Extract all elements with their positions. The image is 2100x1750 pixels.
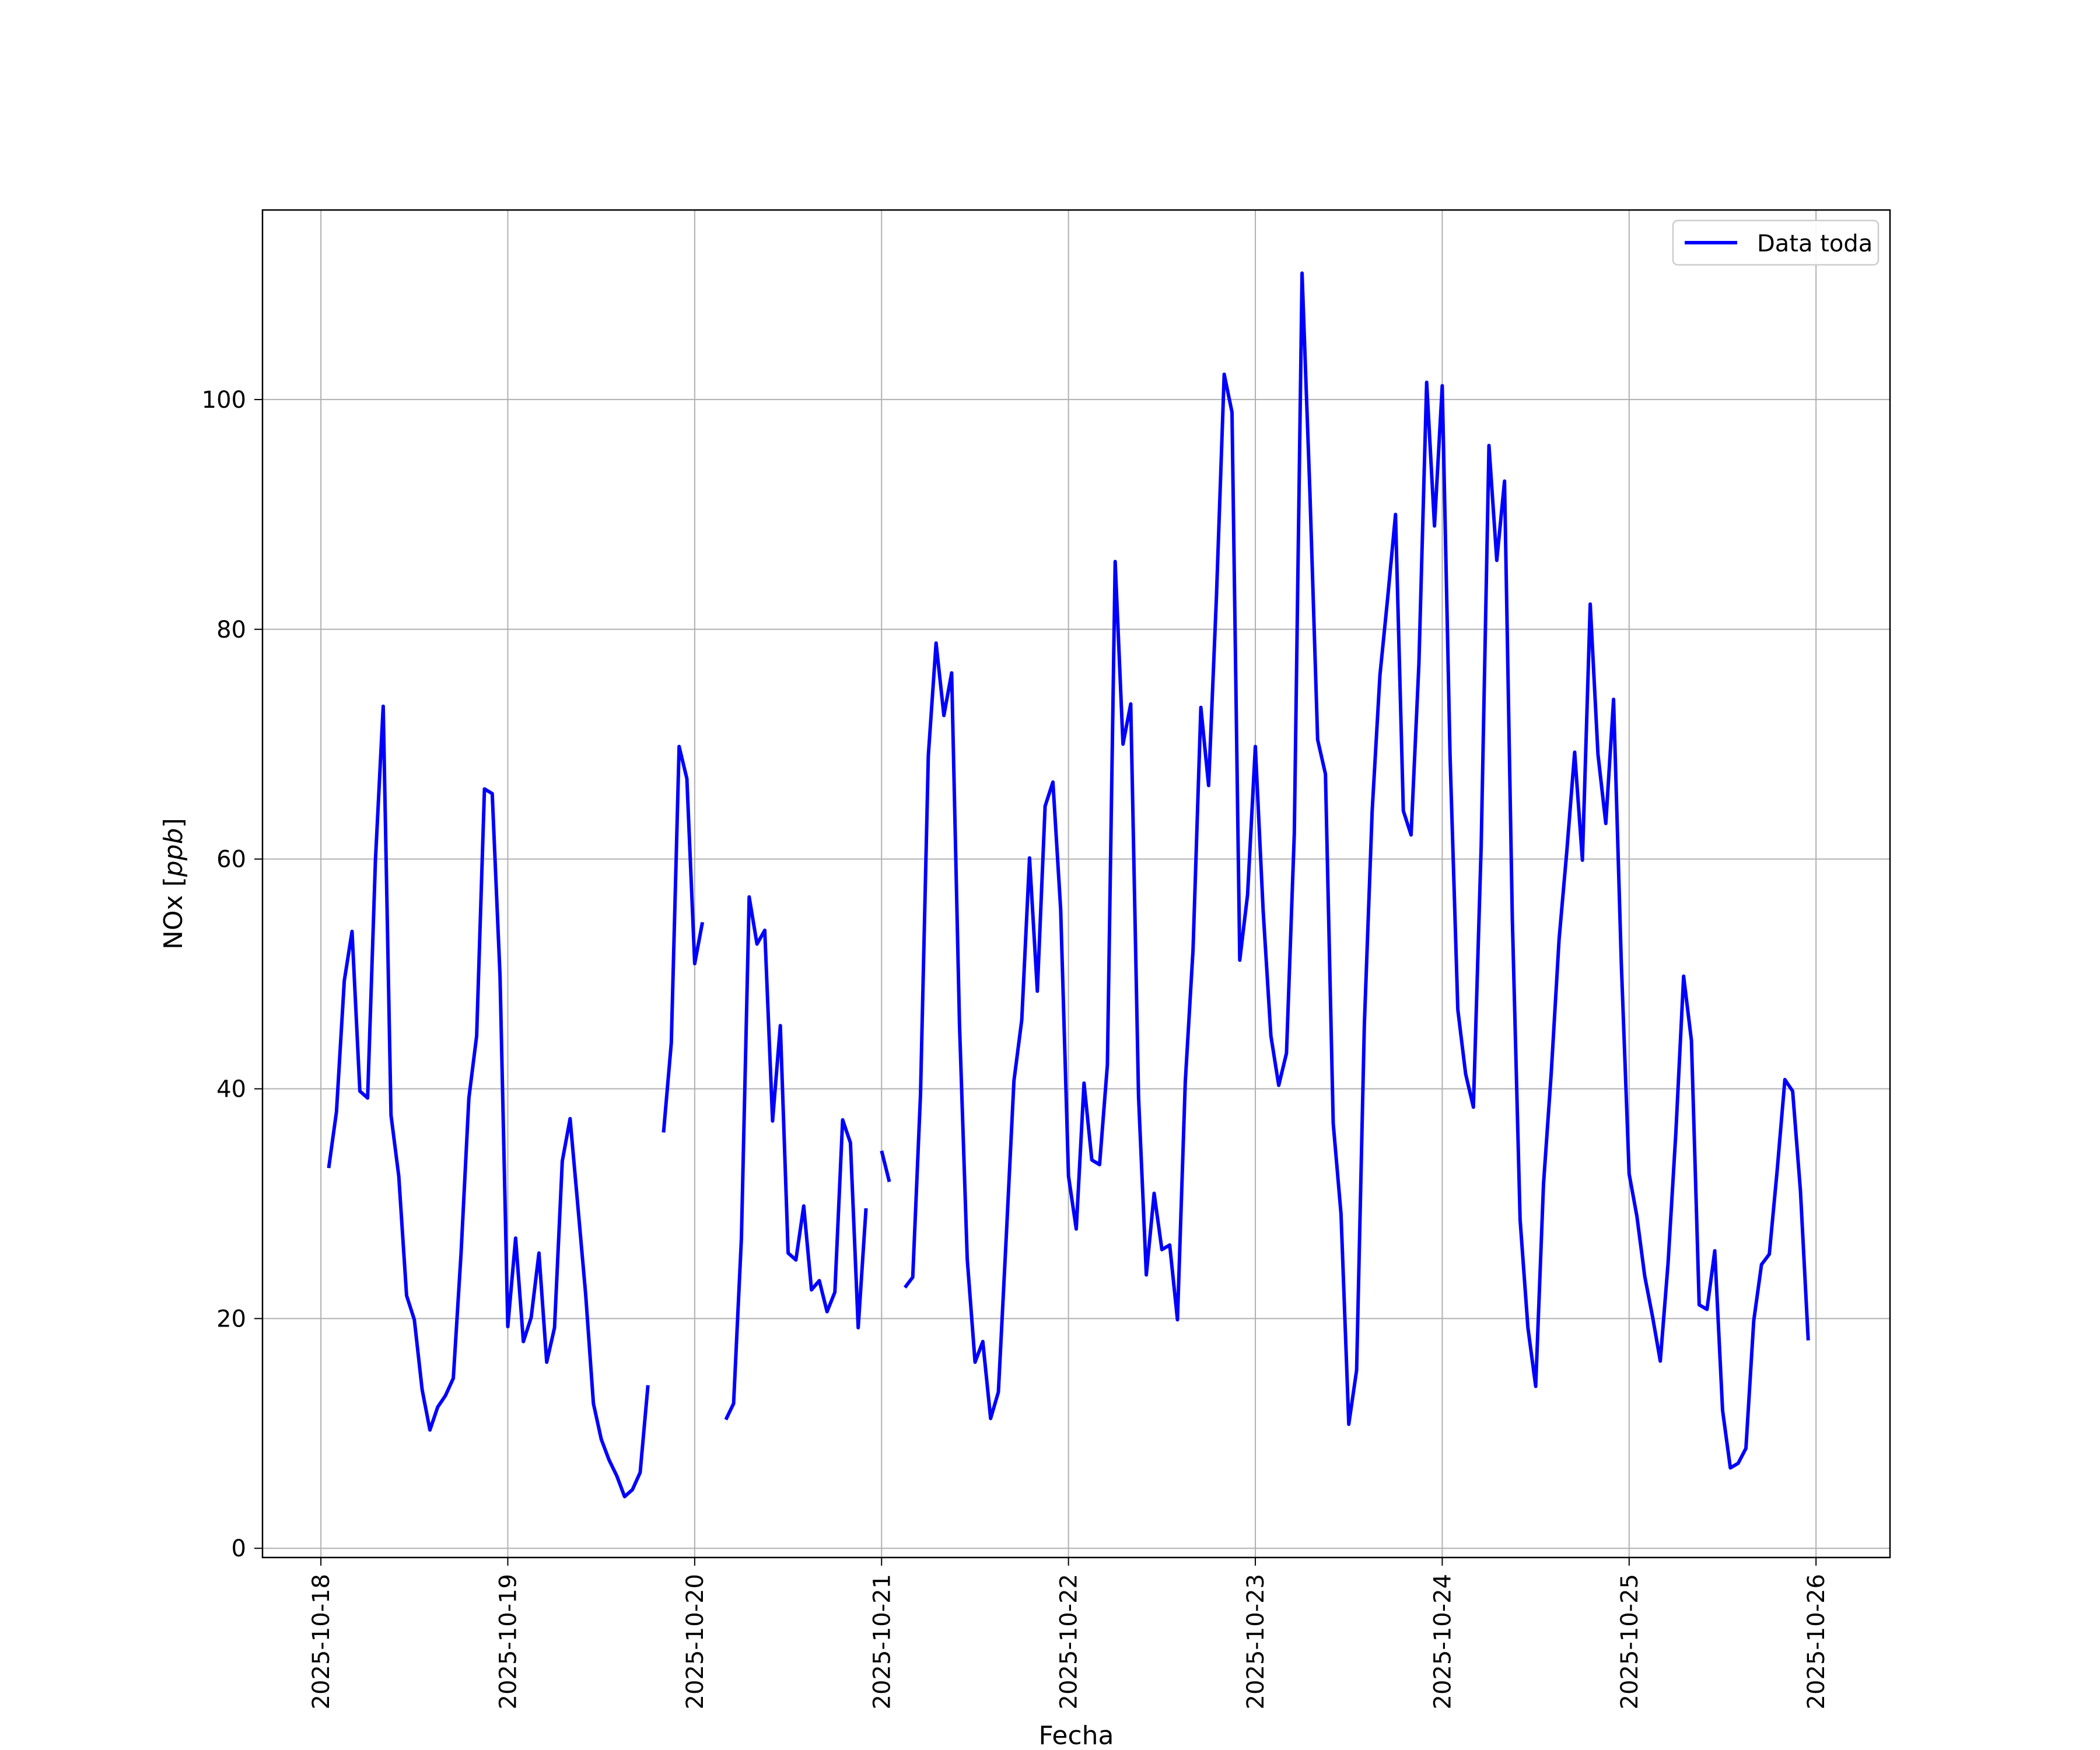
series-line-segment: [880, 1150, 891, 1182]
y-tick-label: 40: [216, 1076, 246, 1103]
legend: Data toda: [1672, 219, 1880, 266]
series-line-segment: [903, 271, 1810, 1470]
legend-box: [1672, 219, 1880, 266]
axis-ticks: 2025-10-18 2025-10-19 2025-10-20 2025-10-21…: [202, 387, 1831, 1710]
x-tick-label: 2025-10-20: [682, 1574, 709, 1709]
y-axis-label: NOx [ppb]: [159, 818, 188, 950]
y-axis-label-unit: ppb: [159, 828, 188, 877]
y-axis-label-suffix: ]: [159, 818, 188, 828]
series-line-segment: [662, 744, 705, 1133]
series-line-segment: [724, 895, 868, 1421]
x-tick-label: 2025-10-23: [1242, 1574, 1269, 1709]
x-tick-label: 2025-10-19: [495, 1574, 522, 1709]
x-tick-label: 2025-10-24: [1429, 1574, 1456, 1709]
y-tick-label: 60: [216, 846, 246, 873]
y-tick-label: 80: [216, 617, 246, 643]
x-tick-label: 2025-10-25: [1616, 1574, 1643, 1709]
plot-area-frame: [261, 209, 1891, 1559]
gridlines: [262, 210, 1890, 1558]
legend-label: Data toda: [1757, 230, 1873, 257]
x-tick-label: 2025-10-21: [869, 1574, 895, 1709]
series-lines: [327, 271, 1810, 1499]
y-tick-label: 0: [232, 1535, 246, 1562]
y-tick-label: 100: [202, 387, 246, 414]
y-axis-label-prefix: NOx [: [159, 877, 188, 950]
x-axis-label: Fecha: [1038, 1721, 1114, 1750]
x-tick-label: 2025-10-22: [1056, 1574, 1083, 1709]
y-tick-label: 20: [216, 1306, 246, 1332]
x-tick-label: 2025-10-26: [1803, 1574, 1830, 1709]
series-line-segment: [327, 704, 650, 1499]
x-tick-label: 2025-10-18: [308, 1574, 335, 1709]
